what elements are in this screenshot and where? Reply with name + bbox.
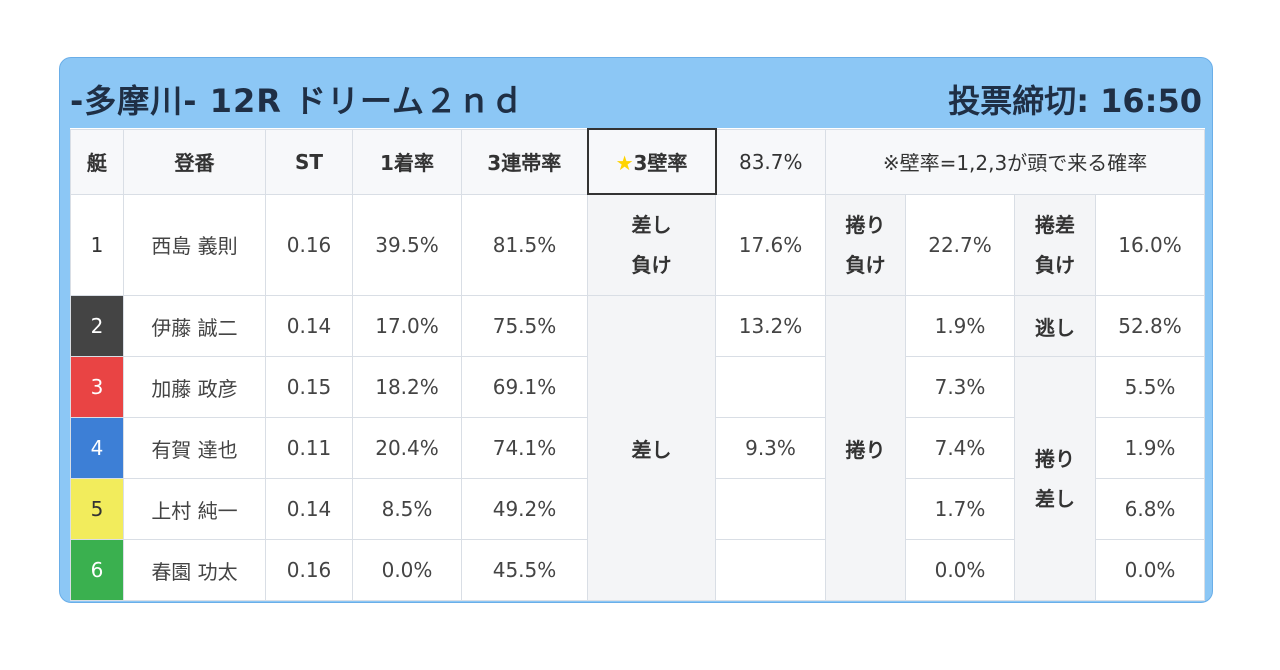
makuri-value: 0.0%: [905, 539, 1015, 601]
boat-number: 2: [70, 295, 124, 357]
table-row: 6 春園 功太 0.16 0.0% 45.5% 0.0% 0.0%: [70, 539, 1206, 601]
racer-top3-rate: 45.5%: [461, 539, 588, 601]
sashi-value: 13.2%: [715, 295, 826, 357]
sashi-value: 9.3%: [715, 417, 826, 479]
racer-name: 有賀 達也: [123, 417, 266, 479]
table-row: 4 有賀 達也 0.11 20.4% 74.1% 9.3% 7.4% 1.9%: [70, 417, 1206, 479]
pattern-sashi-make: 差し 負け: [587, 193, 716, 296]
racer-top3-rate: 49.2%: [461, 478, 588, 540]
racer-win-rate: 17.0%: [352, 295, 462, 357]
sashi-value: [715, 478, 826, 540]
makuri-sashi-label-b: 差し: [1035, 486, 1075, 511]
racer-st: 0.16: [265, 193, 353, 296]
pattern-makusashi-make-value: 16.0%: [1094, 193, 1206, 296]
boat-number: 6: [70, 539, 124, 601]
col-top3: 3連帯率: [461, 128, 588, 195]
racer-win-rate: 8.5%: [352, 478, 462, 540]
pattern-sashi-make-value: 17.6%: [715, 193, 826, 296]
racer-st: 0.15: [265, 356, 353, 418]
table-header-row: 艇 登番 ST 1着率 3連帯率 ★3壁率 83.7% ※壁率=1,2,3が頭で…: [70, 128, 1206, 195]
pattern-makusashi-make-b: 負け: [1035, 252, 1075, 277]
makuri-sashi-label-a: 捲り: [1035, 446, 1075, 471]
racer-top3-rate: 74.1%: [461, 417, 588, 479]
racer-win-rate: 20.4%: [352, 417, 462, 479]
wall-rate-value: 83.7%: [715, 128, 826, 195]
race-card: -多摩川- 12R ドリーム２ｎｄ 投票締切: 16:50 艇 登番 ST 1着…: [59, 57, 1213, 603]
third-value: 52.8%: [1094, 295, 1206, 357]
table-row: 3 加藤 政彦 0.15 18.2% 69.1% 7.3% 捲り差し 5.5%: [70, 356, 1206, 601]
wall-rate-note: ※壁率=1,2,3が頭で来る確率: [824, 128, 1206, 195]
sashi-label: 差し: [587, 295, 716, 601]
nige-label: 逃し: [1014, 295, 1096, 357]
table-row: 5 上村 純一 0.14 8.5% 49.2% 1.7% 6.8%: [70, 478, 1206, 540]
boat-number: 4: [70, 417, 124, 479]
racer-top3-rate: 69.1%: [461, 356, 588, 418]
racer-top3-rate: 75.5%: [461, 295, 588, 357]
racer-name: 春園 功太: [123, 539, 266, 601]
racer-name: 西島 義則: [123, 193, 266, 296]
pattern-makusashi-make: 捲差 負け: [1014, 193, 1096, 296]
table-row: 2 伊藤 誠二 0.14 17.0% 75.5% 差し 13.2% 捲り 1.9…: [70, 295, 1206, 601]
racer-name: 加藤 政彦: [123, 356, 266, 418]
pattern-sashi-make-a: 差し: [631, 213, 672, 237]
table-row: 1 西島 義則 0.16 39.5% 81.5% 差し負け 17.6% 捲り負け…: [70, 193, 1206, 296]
boat-number: 5: [70, 478, 124, 540]
racer-name: 上村 純一: [123, 478, 266, 540]
racer-st: 0.14: [265, 295, 353, 357]
makuri-value: 1.9%: [905, 295, 1015, 357]
pattern-makusashi-make-a: 捲差: [1035, 212, 1075, 237]
third-value: 5.5%: [1094, 356, 1206, 418]
col-st: ST: [265, 128, 353, 195]
sashi-value: [715, 539, 826, 601]
star-icon: ★: [615, 151, 634, 175]
racer-top3-rate: 81.5%: [461, 193, 588, 296]
race-header: -多摩川- 12R ドリーム２ｎｄ 投票締切: 16:50: [60, 58, 1212, 128]
makuri-sashi-label: 捲り 差し: [1014, 356, 1096, 601]
racer-win-rate: 39.5%: [352, 193, 462, 296]
makuri-value: 7.4%: [905, 417, 1015, 479]
col-name: 登番: [123, 128, 266, 195]
pattern-sashi-make-b: 負け: [631, 253, 672, 277]
wall-rate-label-text: 3壁率: [633, 151, 688, 175]
racer-st: 0.14: [265, 478, 353, 540]
race-table: 艇 登番 ST 1着率 3連帯率 ★3壁率 83.7% ※壁率=1,2,3が頭で…: [70, 128, 1206, 601]
wall-rate-label: ★3壁率: [586, 128, 717, 195]
racer-win-rate: 0.0%: [352, 539, 462, 601]
racer-name: 伊藤 誠二: [123, 295, 266, 357]
pattern-makuri-make-value: 22.7%: [905, 193, 1015, 296]
makuri-label: 捲り: [825, 295, 906, 601]
racer-st: 0.16: [265, 539, 353, 601]
racer-win-rate: 18.2%: [352, 356, 462, 418]
col-boat: 艇: [70, 128, 124, 195]
makuri-value: 7.3%: [905, 356, 1015, 418]
boat-number: 1: [70, 193, 124, 296]
third-value: 0.0%: [1094, 539, 1206, 601]
col-win: 1着率: [352, 128, 462, 195]
third-value: 6.8%: [1094, 478, 1206, 540]
pattern-makuri-make: 捲り 負け: [825, 193, 906, 296]
sashi-value: [715, 356, 826, 418]
racer-st: 0.11: [265, 417, 353, 479]
third-value: 1.9%: [1094, 417, 1206, 479]
makuri-value: 1.7%: [905, 478, 1015, 540]
vote-deadline: 投票締切: 16:50: [948, 82, 1202, 120]
race-title: -多摩川- 12R ドリーム２ｎｄ: [70, 82, 525, 120]
pattern-makuri-make-b: 負け: [845, 252, 886, 277]
pattern-makuri-make-a: 捲り: [845, 212, 886, 237]
boat-number: 3: [70, 356, 124, 418]
